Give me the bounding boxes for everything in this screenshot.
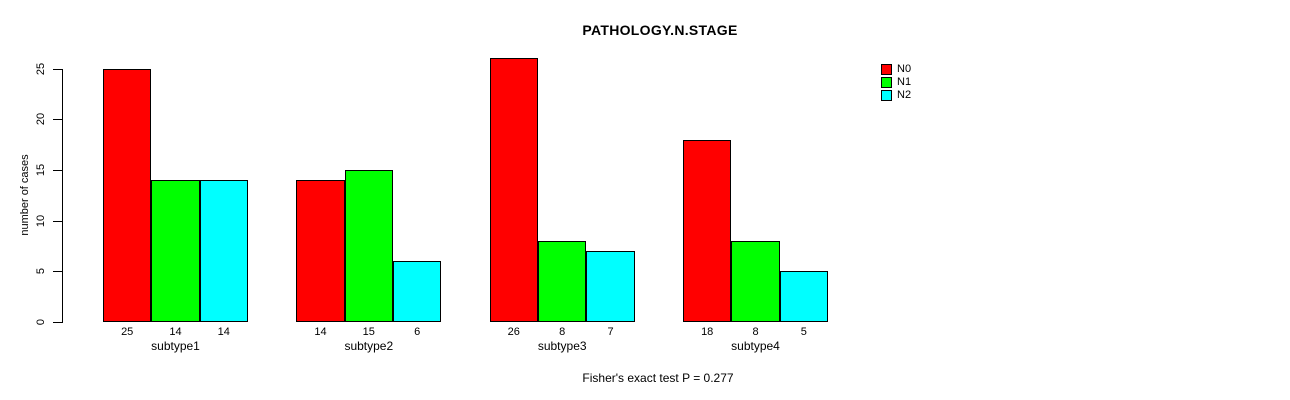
- bar-value-label: 15: [362, 326, 375, 338]
- legend-label-n0: N0: [897, 63, 912, 75]
- bar-subtype3-N2: [586, 251, 635, 322]
- category-label-subtype2: subtype2: [344, 339, 394, 353]
- stat-annotation: Fisher's exact test P = 0.277: [582, 371, 734, 385]
- y-tick: [53, 271, 62, 273]
- legend-swatch-n2: [881, 90, 892, 101]
- y-tick: [53, 68, 62, 70]
- y-tick-label: 15: [35, 163, 47, 177]
- legend-swatch-n0: [881, 64, 892, 75]
- bar-value-label: 8: [752, 326, 759, 338]
- legend-label-n2: N2: [897, 89, 912, 101]
- bar-subtype2-N1: [344, 169, 393, 322]
- legend-item-n0: N0: [881, 63, 911, 76]
- bar-value-label: 5: [800, 326, 807, 338]
- bar-subtype3-N1: [538, 240, 587, 322]
- bar-subtype3-N0: [489, 58, 538, 322]
- bar-value-label: 7: [607, 326, 614, 338]
- bar-value-label: 8: [559, 326, 566, 338]
- bar-value-label: 6: [414, 326, 421, 338]
- category-label-subtype4: subtype4: [731, 339, 780, 353]
- bar-subtype4-N1: [731, 240, 780, 322]
- y-axis-line: [62, 68, 63, 323]
- y-tick: [53, 322, 62, 323]
- bar-value-label: 14: [217, 326, 230, 338]
- bar-subtype2-N0: [296, 180, 345, 322]
- bar-value-label: 18: [701, 326, 714, 338]
- bar-subtype1-N0: [103, 68, 152, 322]
- category-label-subtype3: subtype3: [537, 339, 587, 353]
- y-tick: [53, 220, 62, 222]
- legend-item-n1: N1: [881, 76, 911, 89]
- chart-title: PATHOLOGY.N.STAGE: [582, 22, 738, 38]
- y-axis-title: number of cases: [19, 154, 31, 236]
- bar-value-label: 14: [169, 326, 182, 338]
- bar-subtype1-N1: [151, 180, 200, 322]
- bar-subtype1-N2: [199, 180, 248, 322]
- bar-value-label: 25: [121, 326, 134, 338]
- y-tick-label: 10: [35, 214, 47, 227]
- y-tick-label: 0: [35, 318, 47, 326]
- bar-subtype4-N0: [683, 139, 732, 322]
- bar-subtype2-N2: [393, 261, 442, 322]
- bar-value-label: 26: [507, 326, 520, 338]
- y-tick-label: 20: [35, 113, 47, 126]
- bar-value-label: 14: [314, 326, 327, 338]
- legend: N0 N1 N2: [881, 63, 911, 102]
- y-tick: [53, 169, 62, 171]
- legend-label-n1: N1: [897, 76, 912, 88]
- y-tick-label: 25: [35, 62, 47, 75]
- bar-subtype4-N2: [779, 271, 828, 322]
- legend-swatch-n1: [881, 77, 892, 88]
- category-label-subtype1: subtype1: [151, 339, 200, 353]
- y-tick: [53, 119, 62, 121]
- legend-item-n2: N2: [881, 89, 911, 102]
- y-tick-label: 5: [35, 268, 47, 275]
